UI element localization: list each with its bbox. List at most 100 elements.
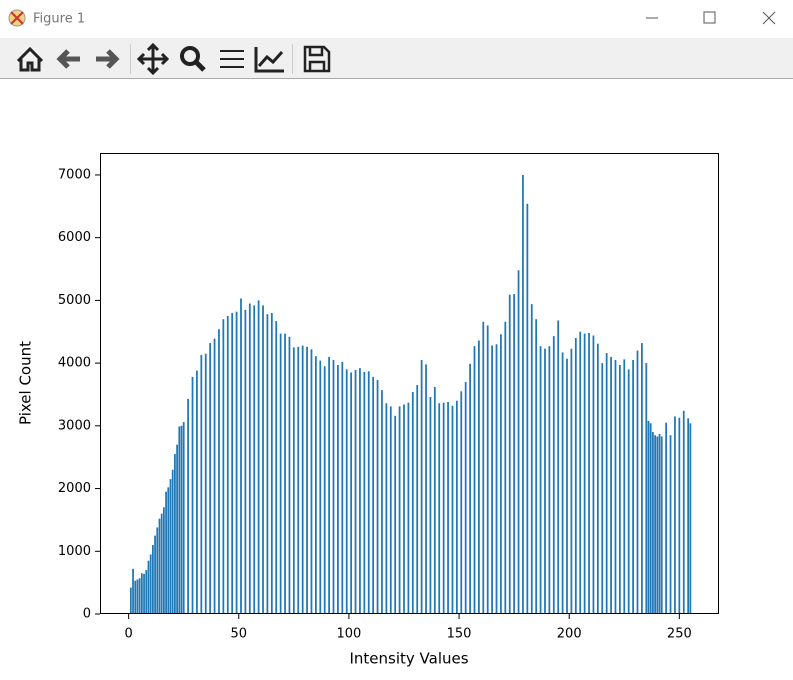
maximize-button[interactable] <box>703 11 716 24</box>
bar <box>279 333 282 614</box>
bar <box>636 350 639 614</box>
bar <box>145 570 148 614</box>
bar <box>674 416 676 614</box>
y-tick-label: 3000 <box>58 418 91 433</box>
save-button[interactable] <box>303 45 331 73</box>
bar <box>601 363 604 614</box>
bar <box>552 336 555 614</box>
bar <box>416 385 419 614</box>
pan-button[interactable] <box>136 42 170 76</box>
x-tick-label: 50 <box>231 627 248 642</box>
bar <box>167 487 170 614</box>
bar <box>149 554 152 614</box>
bar <box>248 303 251 614</box>
y-tick-label: 5000 <box>58 293 91 308</box>
back-button[interactable] <box>56 49 80 69</box>
bar <box>658 433 661 614</box>
bar <box>649 423 652 614</box>
x-tick-label: 100 <box>337 627 362 642</box>
configure-button[interactable] <box>220 50 244 68</box>
bar <box>174 454 176 614</box>
bar <box>687 418 690 614</box>
edit-button[interactable] <box>254 47 284 73</box>
bar <box>244 309 247 614</box>
bar <box>669 435 672 614</box>
bar <box>143 573 145 614</box>
bar <box>323 366 326 614</box>
bar <box>460 391 463 614</box>
bar <box>160 513 163 614</box>
bar <box>605 353 608 614</box>
bar <box>500 334 502 614</box>
home-button[interactable] <box>16 46 44 72</box>
bar <box>398 406 401 614</box>
bar <box>297 346 300 614</box>
bar <box>632 359 634 614</box>
bar <box>647 420 650 614</box>
forward-button[interactable] <box>96 49 120 69</box>
bar <box>180 425 183 614</box>
bar <box>200 354 203 614</box>
bar <box>163 507 165 614</box>
bar <box>627 369 630 614</box>
y-tick-label: 4000 <box>58 356 91 371</box>
title-bar <box>0 0 793 38</box>
bar <box>319 360 322 614</box>
bar <box>654 435 656 614</box>
bar <box>372 376 375 614</box>
bar <box>522 174 524 614</box>
bar <box>213 338 216 614</box>
y-tick-label: 6000 <box>58 230 91 245</box>
bar <box>656 436 659 614</box>
bar <box>486 325 489 614</box>
bar <box>442 402 445 614</box>
bar <box>288 336 291 614</box>
bar <box>314 356 317 614</box>
bar <box>151 545 154 614</box>
bar <box>262 305 264 614</box>
bar <box>403 404 405 614</box>
bar <box>447 402 449 614</box>
bar <box>138 578 141 614</box>
bar <box>363 371 366 614</box>
bar <box>566 358 568 614</box>
x-tick-label: 150 <box>447 627 472 642</box>
bar <box>350 372 353 614</box>
bar <box>588 333 590 614</box>
bar <box>389 406 392 614</box>
bar <box>455 400 458 614</box>
bar <box>482 321 485 614</box>
close-button[interactable] <box>762 11 776 25</box>
bar <box>574 338 577 614</box>
bar <box>561 352 564 614</box>
bar <box>660 436 663 614</box>
x-tick-label: 250 <box>667 627 692 642</box>
app-icon <box>8 9 26 27</box>
bar <box>134 580 137 614</box>
bar <box>171 469 174 614</box>
bar <box>557 320 560 614</box>
bar <box>469 363 471 614</box>
bar <box>420 359 423 614</box>
bar <box>270 312 273 614</box>
bar <box>579 331 582 614</box>
bar <box>226 316 229 614</box>
bar <box>222 319 225 614</box>
bar <box>257 300 260 614</box>
bar <box>310 349 313 614</box>
y-tick-label: 7000 <box>58 167 91 182</box>
bar <box>235 311 238 614</box>
bar <box>196 370 198 614</box>
bar <box>652 432 654 614</box>
bar <box>169 479 172 614</box>
bar <box>394 415 397 614</box>
bar <box>411 391 414 614</box>
y-tick-label: 2000 <box>58 481 91 496</box>
bar <box>345 369 348 614</box>
bar <box>284 333 286 614</box>
zoom-button[interactable] <box>180 46 206 72</box>
bar <box>337 364 339 614</box>
bar <box>156 527 159 614</box>
bar <box>209 343 212 614</box>
bar <box>678 417 681 614</box>
